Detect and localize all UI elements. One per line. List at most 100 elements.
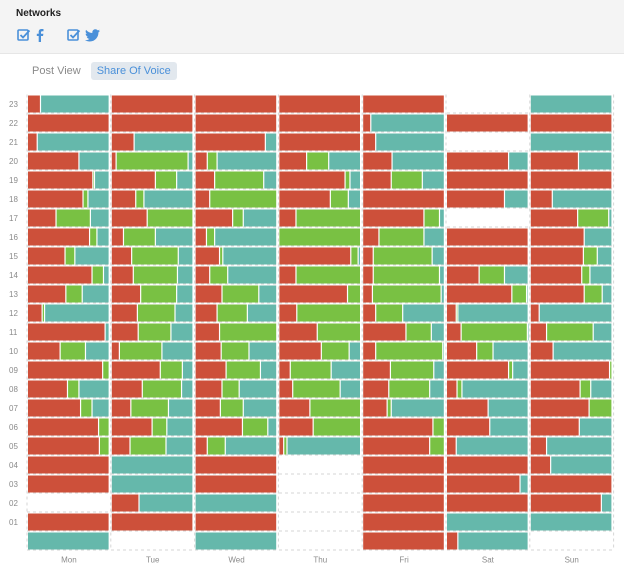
- bar-segment-red[interactable]: [447, 114, 528, 132]
- checkbox-checked-icon[interactable]: [67, 28, 81, 42]
- bar-segment-green[interactable]: [90, 228, 97, 246]
- bar-segment-teal[interactable]: [178, 266, 193, 284]
- bar-segment-red[interactable]: [363, 247, 373, 265]
- bar-segment-red[interactable]: [28, 323, 105, 341]
- bar-segment-red[interactable]: [279, 171, 345, 189]
- bar-segment-green[interactable]: [207, 152, 217, 170]
- bar-segment-red[interactable]: [279, 437, 284, 455]
- bar-segment-red[interactable]: [279, 342, 321, 360]
- bar-segment-teal[interactable]: [422, 171, 444, 189]
- bar-segment-red[interactable]: [279, 190, 330, 208]
- bar-segment-teal[interactable]: [551, 456, 612, 474]
- bar-segment-teal[interactable]: [462, 380, 528, 398]
- tab-post-view[interactable]: Post View: [32, 65, 81, 77]
- bar-segment-red[interactable]: [530, 494, 601, 512]
- bar-segment-red[interactable]: [447, 361, 508, 379]
- bar-segment-teal[interactable]: [217, 152, 277, 170]
- bar-segment-red[interactable]: [111, 513, 193, 531]
- bar-segment-red[interactable]: [279, 399, 310, 417]
- bar-segment-teal[interactable]: [490, 418, 528, 436]
- bar-segment-red[interactable]: [28, 304, 42, 322]
- bar-segment-red[interactable]: [28, 285, 66, 303]
- bar-segment-red[interactable]: [111, 285, 141, 303]
- bar-segment-teal[interactable]: [111, 475, 193, 493]
- bar-segment-green[interactable]: [296, 209, 360, 227]
- bar-segment-red[interactable]: [363, 209, 424, 227]
- bar-segment-green[interactable]: [578, 209, 609, 227]
- bar-segment-red[interactable]: [111, 190, 136, 208]
- bar-segment-red[interactable]: [195, 342, 221, 360]
- bar-segment-green[interactable]: [56, 209, 90, 227]
- bar-segment-red[interactable]: [530, 247, 583, 265]
- bar-segment-red[interactable]: [28, 266, 92, 284]
- bar-segment-teal[interactable]: [488, 399, 528, 417]
- bar-segment-teal[interactable]: [539, 304, 612, 322]
- bar-segment-teal[interactable]: [493, 342, 528, 360]
- bar-segment-red[interactable]: [363, 361, 390, 379]
- network-toggle-facebook[interactable]: [17, 26, 45, 44]
- bar-segment-green[interactable]: [279, 228, 360, 246]
- bar-segment-teal[interactable]: [264, 171, 277, 189]
- bar-segment-green[interactable]: [389, 380, 430, 398]
- bar-segment-teal[interactable]: [195, 532, 277, 550]
- bar-segment-red[interactable]: [530, 304, 539, 322]
- bar-segment-red[interactable]: [195, 209, 233, 227]
- bar-segment-red[interactable]: [195, 475, 277, 493]
- bar-segment-red[interactable]: [111, 342, 119, 360]
- bar-segment-red[interactable]: [28, 418, 98, 436]
- bar-segment-red[interactable]: [530, 380, 580, 398]
- bar-segment-green[interactable]: [310, 399, 360, 417]
- bar-segment-red[interactable]: [111, 266, 133, 284]
- bar-segment-teal[interactable]: [79, 380, 109, 398]
- bar-segment-red[interactable]: [28, 456, 109, 474]
- bar-segment-red[interactable]: [28, 152, 79, 170]
- bar-segment-red[interactable]: [195, 228, 206, 246]
- bar-segment-green[interactable]: [387, 399, 391, 417]
- bar-segment-red[interactable]: [28, 228, 89, 246]
- bar-segment-red[interactable]: [111, 418, 152, 436]
- checkbox-checked-icon[interactable]: [17, 28, 31, 42]
- bar-segment-teal[interactable]: [75, 247, 109, 265]
- bar-segment-green[interactable]: [217, 304, 247, 322]
- bar-segment-teal[interactable]: [458, 532, 528, 550]
- bar-segment-red[interactable]: [530, 418, 579, 436]
- bar-segment-green[interactable]: [293, 380, 340, 398]
- bar-segment-green[interactable]: [406, 323, 431, 341]
- bar-segment-green[interactable]: [142, 380, 181, 398]
- bar-segment-green[interactable]: [348, 285, 360, 303]
- bar-segment-teal[interactable]: [579, 152, 612, 170]
- bar-segment-teal[interactable]: [348, 190, 360, 208]
- bar-segment-green[interactable]: [243, 418, 268, 436]
- bar-segment-red[interactable]: [28, 513, 109, 531]
- bar-segment-red[interactable]: [28, 190, 83, 208]
- bar-segment-red[interactable]: [195, 190, 210, 208]
- bar-segment-red[interactable]: [363, 456, 444, 474]
- bar-segment-green[interactable]: [68, 380, 79, 398]
- bar-segment-green[interactable]: [119, 342, 162, 360]
- bar-segment-teal[interactable]: [92, 399, 109, 417]
- bar-segment-red[interactable]: [279, 285, 347, 303]
- bar-segment-teal[interactable]: [527, 285, 528, 303]
- bar-segment-teal[interactable]: [79, 152, 109, 170]
- bar-segment-teal[interactable]: [139, 494, 193, 512]
- bar-segment-green[interactable]: [152, 418, 167, 436]
- bar-segment-teal[interactable]: [447, 513, 528, 531]
- bar-segment-green[interactable]: [207, 437, 225, 455]
- bar-segment-green[interactable]: [321, 342, 349, 360]
- bar-segment-teal[interactable]: [144, 190, 193, 208]
- bar-segment-green[interactable]: [226, 361, 260, 379]
- bar-segment-red[interactable]: [111, 114, 193, 132]
- bar-segment-green[interactable]: [155, 171, 177, 189]
- bar-segment-red[interactable]: [530, 342, 553, 360]
- bar-segment-green[interactable]: [130, 437, 166, 455]
- bar-segment-red[interactable]: [447, 247, 528, 265]
- bar-segment-teal[interactable]: [247, 304, 277, 322]
- bar-segment-teal[interactable]: [553, 342, 612, 360]
- bar-segment-teal[interactable]: [602, 285, 612, 303]
- bar-segment-teal[interactable]: [155, 228, 193, 246]
- bar-segment-teal[interactable]: [601, 494, 612, 512]
- bar-segment-teal[interactable]: [443, 342, 444, 360]
- bar-segment-teal[interactable]: [105, 323, 109, 341]
- bar-segment-red[interactable]: [363, 304, 376, 322]
- bar-segment-red[interactable]: [195, 152, 207, 170]
